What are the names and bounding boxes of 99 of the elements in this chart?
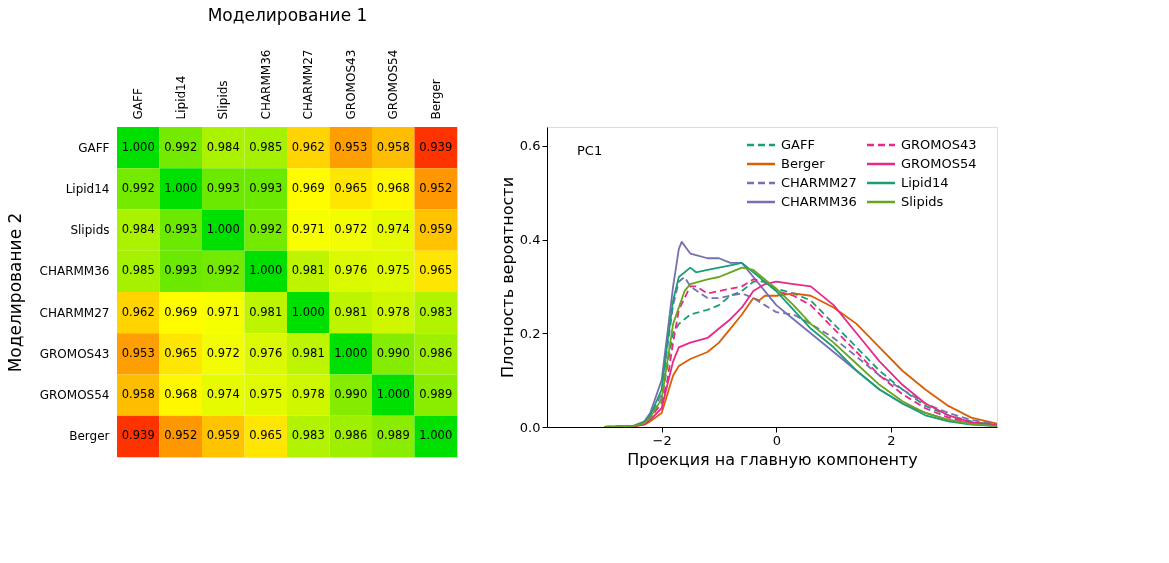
data-label: 0.968	[376, 180, 410, 195]
y-tick-label: GAFF	[78, 140, 110, 155]
data-label: 1.000	[249, 263, 283, 278]
data-label: 0.959	[206, 428, 240, 443]
data-label: 0.976	[249, 345, 283, 360]
legend-label: GROMOS54	[901, 156, 977, 171]
data-label: 0.992	[206, 263, 240, 278]
data-label: 0.969	[164, 304, 198, 319]
data-label: 1.000	[419, 428, 453, 443]
data-label: 1.000	[121, 139, 155, 154]
x-tick-label: Berger	[428, 79, 443, 120]
data-label: 0.958	[376, 139, 410, 154]
data-label: 0.985	[249, 139, 283, 154]
data-label: 1.000	[164, 180, 198, 195]
y-tick-label: CHARMM36	[39, 264, 110, 279]
legend-label: Slipids	[901, 194, 944, 209]
x-tick-label: GAFF	[131, 88, 146, 120]
data-label: 0.958	[121, 387, 155, 402]
data-label: 0.972	[334, 222, 368, 237]
x-tick-label: GROMOS43	[343, 49, 358, 120]
data-label: 0.985	[121, 263, 155, 278]
data-label: 0.965	[249, 428, 283, 443]
data-label: 1.000	[376, 387, 410, 402]
x-tick-label: 0	[772, 432, 781, 448]
y-axis-title: Плотность вероятности	[497, 176, 517, 379]
data-label: 0.952	[419, 180, 453, 195]
data-label: 0.969	[291, 180, 325, 195]
data-label: 0.974	[206, 387, 240, 402]
x-tick-label: Lipid14	[173, 75, 188, 120]
data-label: 1.000	[206, 222, 240, 237]
y-tick-label: Lipid14	[65, 181, 110, 196]
data-label: 0.993	[164, 222, 198, 237]
legend-label: GAFF	[781, 137, 815, 152]
x-axis-title: Моделирование 1	[207, 4, 368, 25]
data-label: 0.976	[334, 263, 368, 278]
data-label: 0.972	[206, 345, 240, 360]
data-label: 0.993	[206, 180, 240, 195]
y-tick-label: GROMOS54	[39, 388, 110, 403]
legend-label: CHARMM36	[781, 194, 857, 209]
data-label: 0.992	[249, 222, 283, 237]
data-label: 0.984	[121, 222, 155, 237]
annotation: PC1	[577, 143, 603, 158]
data-label: 0.971	[206, 304, 240, 319]
y-tick-label: 0.2	[519, 325, 541, 341]
data-label: 0.992	[121, 180, 155, 195]
data-label: 0.959	[419, 222, 453, 237]
data-label: 0.990	[334, 387, 368, 402]
legend-label: GROMOS43	[901, 137, 977, 152]
data-label: 0.981	[291, 263, 325, 278]
data-label: 0.990	[376, 345, 410, 360]
data-label: 0.993	[164, 263, 198, 278]
y-axis-title: Моделирование 2	[4, 212, 25, 373]
data-label: 0.981	[249, 304, 283, 319]
y-tick-label: GROMOS43	[39, 346, 110, 361]
data-label: 0.978	[376, 304, 410, 319]
data-label: 0.962	[121, 304, 155, 319]
data-label: 0.968	[164, 387, 198, 402]
legend-label: Berger	[781, 156, 826, 171]
data-label: 0.986	[419, 345, 453, 360]
legend-label: Lipid14	[901, 175, 949, 190]
data-label: 0.984	[206, 139, 240, 154]
x-tick-label: Slipids	[216, 80, 231, 120]
x-tick-label: −2	[652, 432, 672, 448]
y-tick-label: 0.0	[519, 419, 541, 435]
data-label: 0.974	[376, 222, 410, 237]
data-label: 0.975	[249, 387, 283, 402]
data-label: 0.939	[121, 428, 155, 443]
data-label: 0.962	[291, 139, 325, 154]
data-label: 0.965	[334, 180, 368, 195]
data-label: 0.939	[419, 139, 453, 154]
legend-label: CHARMM27	[781, 175, 857, 190]
data-label: 0.986	[334, 428, 368, 443]
data-label: 0.983	[419, 304, 453, 319]
y-tick-label: CHARMM27	[39, 305, 110, 320]
x-tick-label: 2	[887, 432, 896, 448]
data-label: 0.981	[291, 345, 325, 360]
data-label: 0.983	[291, 428, 325, 443]
data-label: 0.978	[291, 387, 325, 402]
data-label: 1.000	[291, 304, 325, 319]
data-label: 1.000	[334, 345, 368, 360]
x-tick-label: CHARMM27	[301, 49, 316, 120]
x-tick-label: GROMOS54	[386, 49, 401, 120]
data-label: 0.992	[164, 139, 198, 154]
data-label: 0.989	[419, 387, 453, 402]
data-label: 0.953	[121, 345, 155, 360]
data-label: 0.993	[249, 180, 283, 195]
data-label: 0.965	[164, 345, 198, 360]
data-label: 0.952	[164, 428, 198, 443]
data-label: 0.953	[334, 139, 368, 154]
x-axis-title: Проекция на главную компоненту	[627, 449, 918, 469]
y-tick-label: 0.6	[519, 138, 541, 154]
data-label: 0.971	[291, 222, 325, 237]
y-tick-label: 0.4	[519, 232, 541, 247]
data-label: 0.975	[376, 263, 410, 278]
data-label: 0.989	[376, 428, 410, 443]
data-label: 0.965	[419, 263, 453, 278]
data-label: 0.981	[334, 304, 368, 319]
y-tick-label: Slipids	[70, 223, 110, 238]
x-tick-label: CHARMM36	[258, 49, 273, 120]
